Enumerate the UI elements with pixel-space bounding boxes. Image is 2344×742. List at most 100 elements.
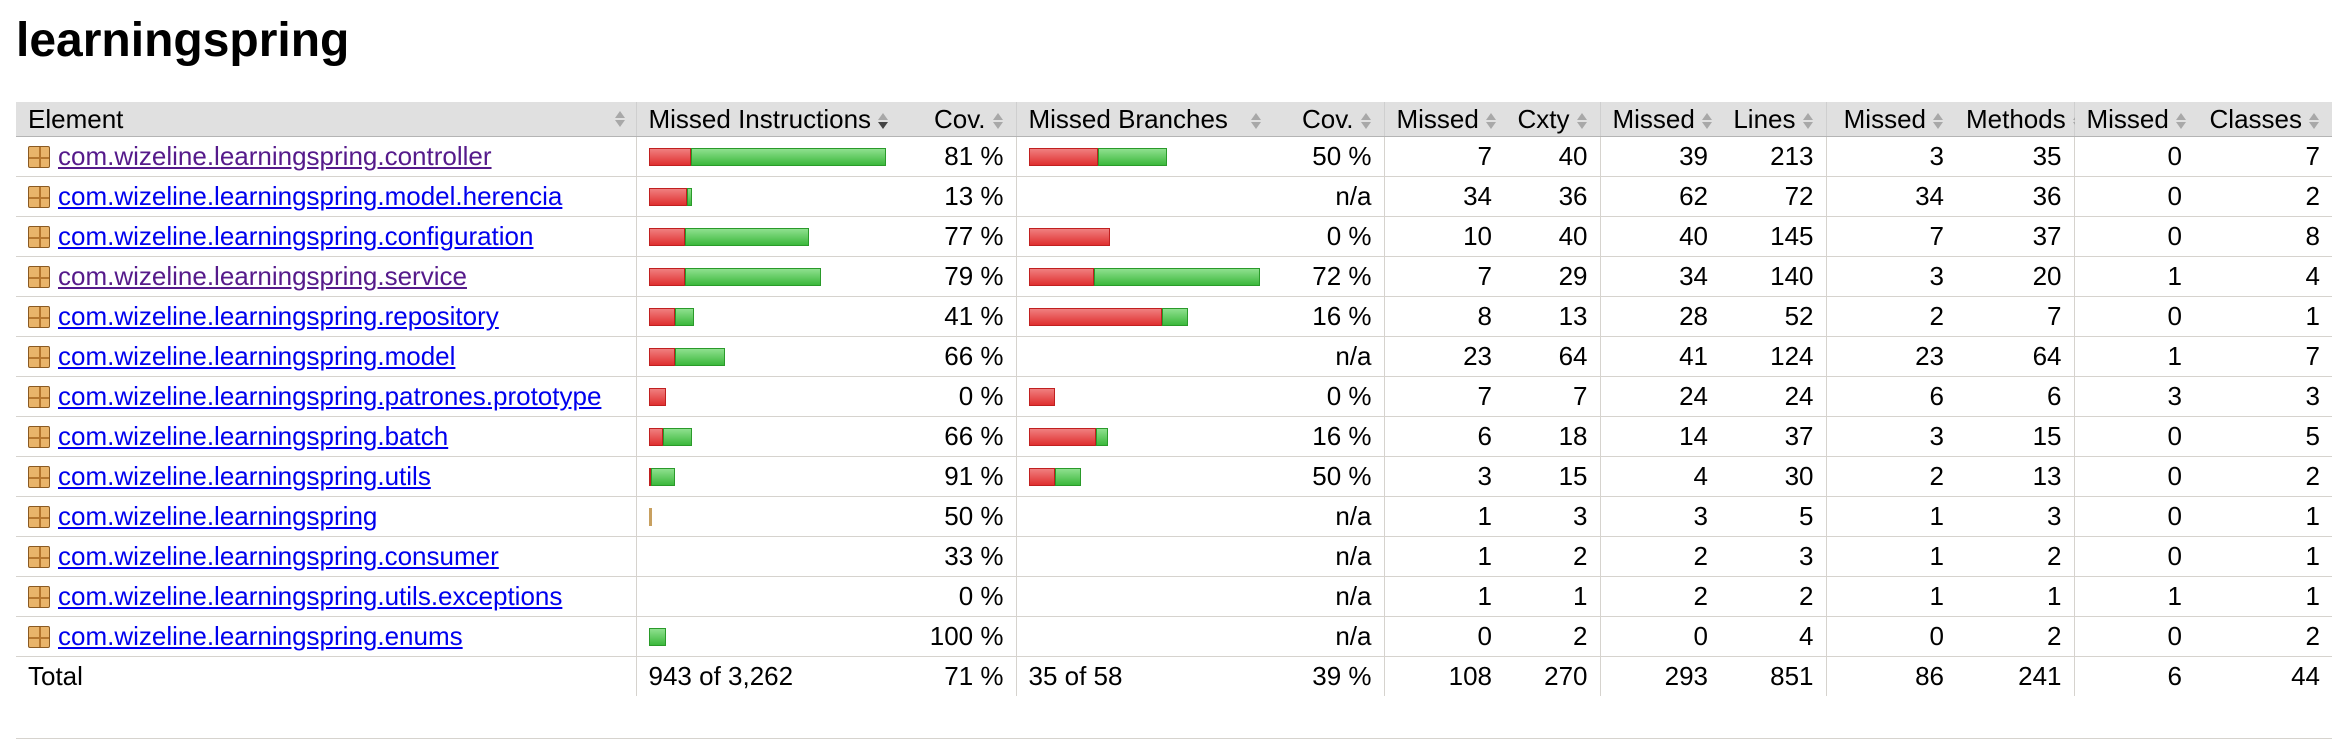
branches-bar-cell: [1016, 296, 1272, 337]
table-row: com.wizeline.learningspring.model.herenc…: [16, 176, 2332, 217]
instr-cov-cell: 79 %: [898, 256, 1017, 297]
branch-cov-cell: 0 %: [1272, 376, 1385, 417]
missed-cxty-cell: 0: [1384, 616, 1502, 657]
sort-icon: [2308, 111, 2320, 131]
header-instr-cov[interactable]: Cov.: [898, 102, 1017, 137]
branches-bar-cell: [1016, 576, 1272, 617]
missed-bar-segment: [1028, 427, 1096, 446]
package-link[interactable]: com.wizeline.learningspring: [58, 501, 378, 531]
coverage-bar: [1028, 147, 1261, 167]
methods-cell: 37: [1954, 216, 2075, 257]
header-missed-instructions-label: Missed Instructions: [648, 103, 872, 134]
header-lines[interactable]: Lines: [1718, 102, 1827, 137]
covered-bar-segment: [674, 307, 694, 326]
header-missed-methods[interactable]: Missed: [1826, 102, 1954, 137]
cxty-cell: 36: [1502, 176, 1601, 217]
missed-classes-cell: 1: [2074, 256, 2192, 297]
package-icon: [28, 346, 50, 368]
methods-cell: 13: [1954, 456, 2075, 497]
missed-bar-segment: [648, 467, 651, 486]
package-icon: [28, 186, 50, 208]
package-link[interactable]: com.wizeline.learningspring.consumer: [58, 541, 499, 571]
sort-icon: [614, 109, 626, 129]
methods-cell: 1: [1954, 576, 2075, 617]
missed-methods-cell: 3: [1826, 416, 1954, 457]
instructions-bar-cell: [636, 456, 898, 497]
branch-cov-cell: 50 %: [1272, 136, 1385, 177]
header-element[interactable]: Element: [16, 102, 637, 137]
header-methods[interactable]: Methods: [1954, 102, 2083, 137]
coverage-table: Element Missed Instructions Cov. Missed …: [16, 102, 2332, 696]
branches-bar-cell: [1016, 416, 1272, 457]
missed-classes-cell: 3: [2074, 376, 2192, 417]
element-cell: com.wizeline.learningspring.utils.except…: [16, 576, 637, 617]
package-link[interactable]: com.wizeline.learningspring.patrones.pro…: [58, 381, 602, 411]
package-icon: [28, 306, 50, 328]
missed-bar-segment: [1028, 467, 1055, 486]
missed-methods-cell: 2: [1826, 456, 1954, 497]
package-link[interactable]: com.wizeline.learningspring.utils.except…: [58, 581, 563, 611]
table-row: com.wizeline.learningspring 50 % n/a 1 3 3 5 1 3…: [16, 496, 2332, 537]
missed-methods-cell: 1: [1826, 536, 1954, 577]
package-icon: [28, 586, 50, 608]
total-missed-classes: 6: [2167, 661, 2182, 691]
classes-cell: 1: [2192, 576, 2332, 617]
missed-cxty-cell: 7: [1384, 136, 1502, 177]
instr-cov-cell: 100 %: [898, 616, 1017, 657]
classes-cell: 2: [2192, 176, 2332, 217]
lines-cell: 2: [1718, 576, 1827, 617]
instr-cov-cell: 66 %: [898, 336, 1017, 377]
coverage-bar: [1028, 387, 1261, 407]
package-icon: [28, 146, 50, 168]
branch-cov-cell: 72 %: [1272, 256, 1385, 297]
methods-cell: 20: [1954, 256, 2075, 297]
total-missed-cxty: 108: [1448, 661, 1492, 691]
header-cxty[interactable]: Cxty: [1502, 102, 1601, 137]
package-link[interactable]: com.wizeline.learningspring.model.herenc…: [58, 181, 563, 211]
header-branch-cov[interactable]: Cov.: [1272, 102, 1385, 137]
sort-icon: [1932, 111, 1944, 131]
package-link[interactable]: com.wizeline.learningspring.enums: [58, 621, 463, 651]
branch-cov-cell: n/a: [1272, 576, 1385, 617]
methods-cell: 2: [1954, 536, 2075, 577]
classes-cell: 1: [2192, 536, 2332, 577]
instructions-bar-cell: [636, 616, 898, 657]
package-link[interactable]: com.wizeline.learningspring.controller: [58, 141, 492, 171]
total-missed-methods: 86: [1915, 661, 1944, 691]
missed-lines-cell: 28: [1600, 296, 1718, 337]
classes-cell: 4: [2192, 256, 2332, 297]
element-cell: com.wizeline.learningspring.repository: [16, 296, 637, 337]
header-missed-branches[interactable]: Missed Branches: [1016, 102, 1272, 137]
element-cell: com.wizeline.learningspring: [16, 496, 637, 537]
methods-cell: 64: [1954, 336, 2075, 377]
missed-lines-cell: 14: [1600, 416, 1718, 457]
sort-icon: [1701, 111, 1713, 131]
package-icon: [28, 266, 50, 288]
header-missed-cxty[interactable]: Missed: [1384, 102, 1502, 137]
branches-bar-cell: [1016, 456, 1272, 497]
missed-bar-segment: [648, 147, 692, 166]
sort-icon: [1485, 111, 1497, 131]
methods-cell: 15: [1954, 416, 2075, 457]
header-missed-instructions[interactable]: Missed Instructions: [636, 102, 898, 137]
missed-classes-cell: 0: [2074, 296, 2192, 337]
classes-cell: 1: [2192, 296, 2332, 337]
package-link[interactable]: com.wizeline.learningspring.service: [58, 261, 467, 291]
coverage-bar: [648, 427, 887, 447]
header-classes[interactable]: Classes: [2192, 102, 2332, 137]
methods-cell: 36: [1954, 176, 2075, 217]
package-link[interactable]: com.wizeline.learningspring.utils: [58, 461, 431, 491]
header-missed-lines[interactable]: Missed: [1600, 102, 1718, 137]
package-link[interactable]: com.wizeline.learningspring.batch: [58, 421, 449, 451]
covered-bar-segment: [662, 427, 692, 446]
package-link[interactable]: com.wizeline.learningspring.repository: [58, 301, 499, 331]
package-link[interactable]: com.wizeline.learningspring.configuratio…: [58, 221, 534, 251]
package-link[interactable]: com.wizeline.learningspring.model: [58, 341, 456, 371]
lines-cell: 30: [1718, 456, 1827, 497]
missed-lines-cell: 0: [1600, 616, 1718, 657]
cxty-cell: 1: [1502, 576, 1601, 617]
instructions-bar-cell: [636, 296, 898, 337]
header-missed-classes[interactable]: Missed: [2074, 102, 2192, 137]
lines-cell: 124: [1718, 336, 1827, 377]
table-row: com.wizeline.learningspring.consumer 33 %…: [16, 536, 2332, 577]
